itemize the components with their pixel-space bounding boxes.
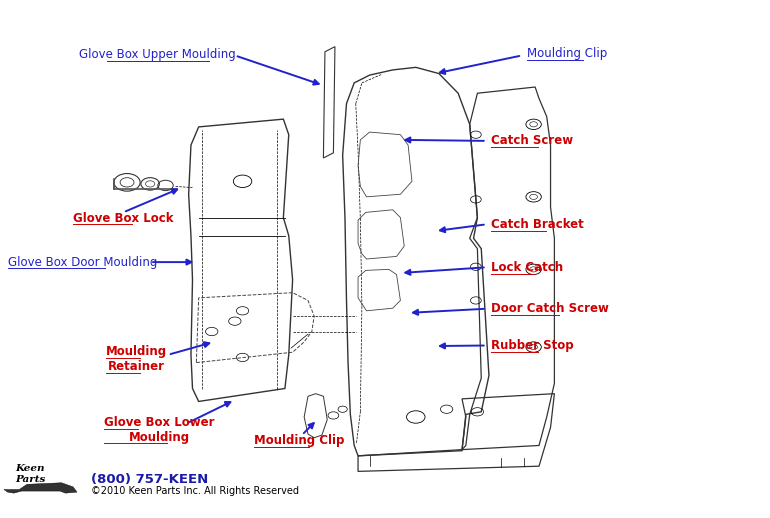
Text: Catch Bracket: Catch Bracket — [491, 218, 584, 231]
Text: Moulding Clip: Moulding Clip — [254, 434, 344, 447]
Text: Door Catch Screw: Door Catch Screw — [491, 302, 609, 315]
Text: Catch Screw: Catch Screw — [491, 134, 574, 148]
Text: Glove Box Upper Moulding: Glove Box Upper Moulding — [79, 48, 236, 61]
Text: Lock Catch: Lock Catch — [491, 261, 564, 274]
Text: ©2010 Keen Parts Inc. All Rights Reserved: ©2010 Keen Parts Inc. All Rights Reserve… — [91, 486, 299, 496]
Text: Glove Box Lower
Moulding: Glove Box Lower Moulding — [104, 416, 215, 444]
Text: Moulding Clip: Moulding Clip — [527, 47, 608, 61]
Text: (800) 757-KEEN: (800) 757-KEEN — [91, 472, 208, 486]
Text: Glove Box Lock: Glove Box Lock — [73, 211, 174, 225]
Text: Moulding
Retainer: Moulding Retainer — [106, 346, 167, 373]
Text: Rubber Stop: Rubber Stop — [491, 339, 574, 352]
Text: Glove Box Door Moulding: Glove Box Door Moulding — [8, 255, 157, 269]
Text: Keen
Parts: Keen Parts — [15, 464, 45, 484]
Polygon shape — [4, 483, 77, 493]
